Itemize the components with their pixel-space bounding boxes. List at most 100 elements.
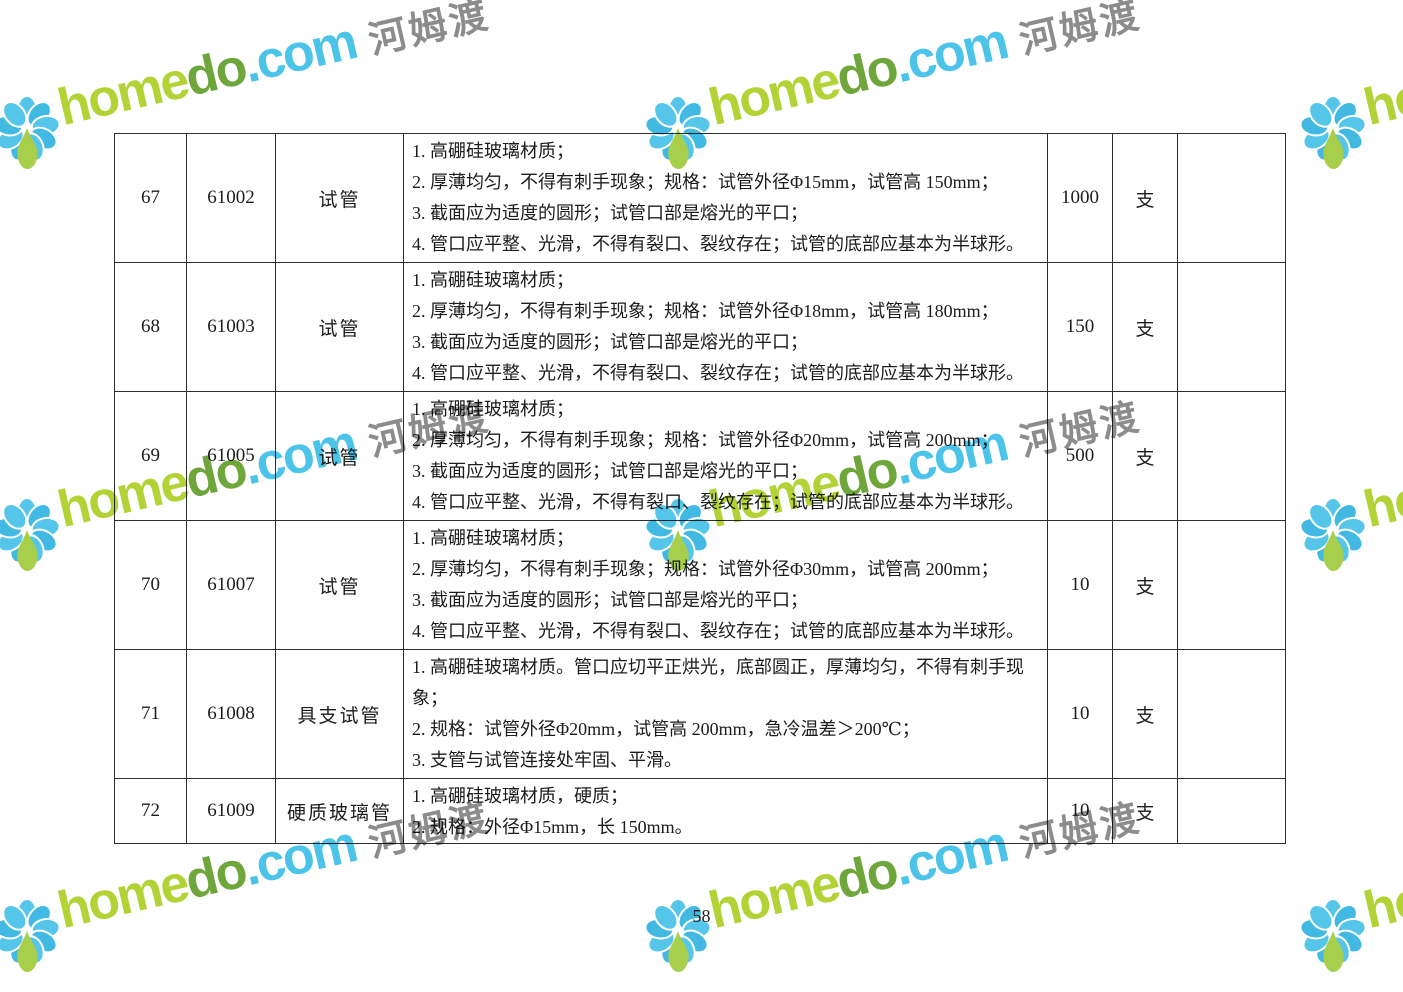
leaf-drop-icon [1323, 931, 1344, 972]
item-no: 70 [114, 520, 187, 650]
brand-home: home [52, 854, 193, 941]
item-remark [1177, 262, 1286, 392]
item-name: 试管 [275, 133, 404, 263]
brand-home: home [1358, 453, 1403, 540]
item-name: 具支试管 [275, 649, 404, 779]
item-code: 61002 [186, 133, 276, 263]
brand-cn: 河姆渡 [364, 0, 495, 63]
item-code: 61003 [186, 262, 276, 392]
item-name: 硬质玻璃管 [275, 778, 404, 844]
spec-line: 4. 管口应平整、光滑，不得有裂口、裂纹存在；试管的底部应基本为半球形。 [412, 363, 1024, 383]
spec-line: 2. 规格：外径Φ15mm，长 150mm。 [412, 817, 693, 837]
item-name: 试管 [275, 391, 404, 521]
spec-line: 1. 高硼硅玻璃材质，硬质； [412, 786, 628, 806]
brand-home: home [52, 51, 193, 138]
brand-do: do [179, 840, 251, 911]
item-unit: 支 [1112, 391, 1178, 521]
table-row: 70 61007 试管 1. 高硼硅玻璃材质； 2. 厚薄均匀，不得有刺手现象；… [114, 520, 1286, 650]
spec-line: 1. 高硼硅玻璃材质； [412, 270, 574, 290]
brand-home: home [703, 854, 844, 941]
table-row: 68 61003 试管 1. 高硼硅玻璃材质； 2. 厚薄均匀，不得有刺手现象；… [114, 262, 1286, 392]
spec-line: 2. 厚薄均匀，不得有刺手现象；规格：试管外径Φ30mm，试管高 200mm； [412, 559, 999, 579]
item-qty: 10 [1047, 778, 1113, 844]
item-remark [1177, 649, 1286, 779]
homedo-flower-logo-icon [0, 498, 61, 571]
item-qty: 10 [1047, 649, 1113, 779]
leaf-drop-icon [668, 931, 689, 972]
spec-line: 3. 支管与试管连接处牢固、平滑。 [412, 750, 682, 770]
item-no: 72 [114, 778, 187, 844]
brand-cn: 河姆渡 [1015, 0, 1146, 63]
item-unit: 支 [1112, 649, 1178, 779]
item-spec: 1. 高硼硅玻璃材质，硬质； 2. 规格：外径Φ15mm，长 150mm。 [403, 778, 1048, 844]
item-qty: 500 [1047, 391, 1113, 521]
spec-line: 3. 截面应为适度的圆形；试管口部是熔光的平口； [412, 203, 808, 223]
item-remark [1177, 520, 1286, 650]
brand-do: do [830, 37, 902, 108]
homedo-watermark-text: homedo.com河姆渡 [1358, 381, 1403, 541]
item-spec: 1. 高硼硅玻璃材质； 2. 厚薄均匀，不得有刺手现象；规格：试管外径Φ30mm… [403, 520, 1048, 650]
homedo-watermark-text: homedo.com河姆渡 [52, 0, 495, 139]
item-qty: 10 [1047, 520, 1113, 650]
brand-home: home [1358, 51, 1403, 138]
homedo-watermark-text: homedo.com河姆渡 [1358, 0, 1403, 139]
item-code: 61005 [186, 391, 276, 521]
homedo-flower-logo-icon [0, 96, 61, 169]
item-name: 试管 [275, 262, 404, 392]
homedo-watermark: homedo.com河姆渡 [0, 0, 494, 180]
item-no: 68 [114, 262, 187, 392]
item-qty: 150 [1047, 262, 1113, 392]
spec-line: 2. 厚薄均匀，不得有刺手现象；规格：试管外径Φ15mm，试管高 150mm； [412, 172, 999, 192]
homedo-watermark: homedo.com河姆渡 [1298, 453, 1403, 582]
item-code: 61007 [186, 520, 276, 650]
item-spec: 1. 高硼硅玻璃材质。管口应切平正烘光，底部圆正，厚薄均匀，不得有刺手现象； 2… [403, 649, 1048, 779]
item-spec: 1. 高硼硅玻璃材质； 2. 厚薄均匀，不得有刺手现象；规格：试管外径Φ20mm… [403, 391, 1048, 521]
item-no: 69 [114, 391, 187, 521]
leaf-drop-icon [1323, 530, 1344, 571]
spec-line: 2. 厚薄均匀，不得有刺手现象；规格：试管外径Φ18mm，试管高 180mm； [412, 301, 999, 321]
items-table: 67 61002 试管 1. 高硼硅玻璃材质； 2. 厚薄均匀，不得有刺手现象；… [114, 133, 1286, 844]
page-number: 58 [692, 906, 711, 926]
brand-do: do [179, 37, 251, 108]
table-row: 71 61008 具支试管 1. 高硼硅玻璃材质。管口应切平正烘光，底部圆正，厚… [114, 649, 1286, 779]
leaf-drop-icon [17, 128, 38, 169]
spec-line: 2. 规格：试管外径Φ20mm，试管高 200mm，急冷温差＞200℃； [412, 719, 920, 739]
spec-line: 3. 截面应为适度的圆形；试管口部是熔光的平口； [412, 590, 808, 610]
leaf-drop-icon [17, 931, 38, 972]
item-remark [1177, 778, 1286, 844]
table-row: 72 61009 硬质玻璃管 1. 高硼硅玻璃材质，硬质； 2. 规格：外径Φ1… [114, 778, 1286, 844]
item-unit: 支 [1112, 520, 1178, 650]
spec-line: 4. 管口应平整、光滑，不得有裂口、裂纹存在；试管的底部应基本为半球形。 [412, 621, 1024, 641]
brand-home: home [703, 51, 844, 138]
homedo-flower-logo-icon [1299, 498, 1367, 571]
homedo-watermark: homedo.com河姆渡 [0, 396, 494, 582]
item-code: 61008 [186, 649, 276, 779]
leaf-drop-icon [17, 530, 38, 571]
item-unit: 支 [1112, 262, 1178, 392]
spec-line: 1. 高硼硅玻璃材质； [412, 141, 574, 161]
brand-do: do [830, 840, 902, 911]
brand-com: .com [237, 12, 362, 95]
item-qty: 1000 [1047, 133, 1113, 263]
spec-line: 1. 高硼硅玻璃材质； [412, 528, 574, 548]
spec-line: 3. 截面应为适度的圆形；试管口部是熔光的平口； [412, 461, 808, 481]
item-name: 试管 [275, 520, 404, 650]
item-code: 61009 [186, 778, 276, 844]
item-unit: 支 [1112, 133, 1178, 263]
spec-line: 3. 截面应为适度的圆形；试管口部是熔光的平口； [412, 332, 808, 352]
homedo-flower-logo-icon [1299, 96, 1367, 169]
table-row: 67 61002 试管 1. 高硼硅玻璃材质； 2. 厚薄均匀，不得有刺手现象；… [114, 133, 1286, 263]
spec-line: 4. 管口应平整、光滑，不得有裂口、裂纹存在；试管的底部应基本为半球形。 [412, 234, 1024, 254]
brand-home: home [1358, 854, 1403, 941]
item-spec: 1. 高硼硅玻璃材质； 2. 厚薄均匀，不得有刺手现象；规格：试管外径Φ15mm… [403, 133, 1048, 263]
spec-line: 1. 高硼硅玻璃材质。管口应切平正烘光，底部圆正，厚薄均匀，不得有刺手现象； [412, 657, 1024, 708]
homedo-watermark: homedo.com河姆渡 [1298, 51, 1403, 180]
item-spec: 1. 高硼硅玻璃材质； 2. 厚薄均匀，不得有刺手现象；规格：试管外径Φ18mm… [403, 262, 1048, 392]
leaf-drop-icon [1323, 128, 1344, 169]
item-no: 71 [114, 649, 187, 779]
table-row: 69 61005 试管 1. 高硼硅玻璃材质； 2. 厚薄均匀，不得有刺手现象；… [114, 391, 1286, 521]
spec-line: 4. 管口应平整、光滑，不得有裂口、裂纹存在；试管的底部应基本为半球形。 [412, 492, 1024, 512]
spec-line: 1. 高硼硅玻璃材质； [412, 399, 574, 419]
item-unit: 支 [1112, 778, 1178, 844]
